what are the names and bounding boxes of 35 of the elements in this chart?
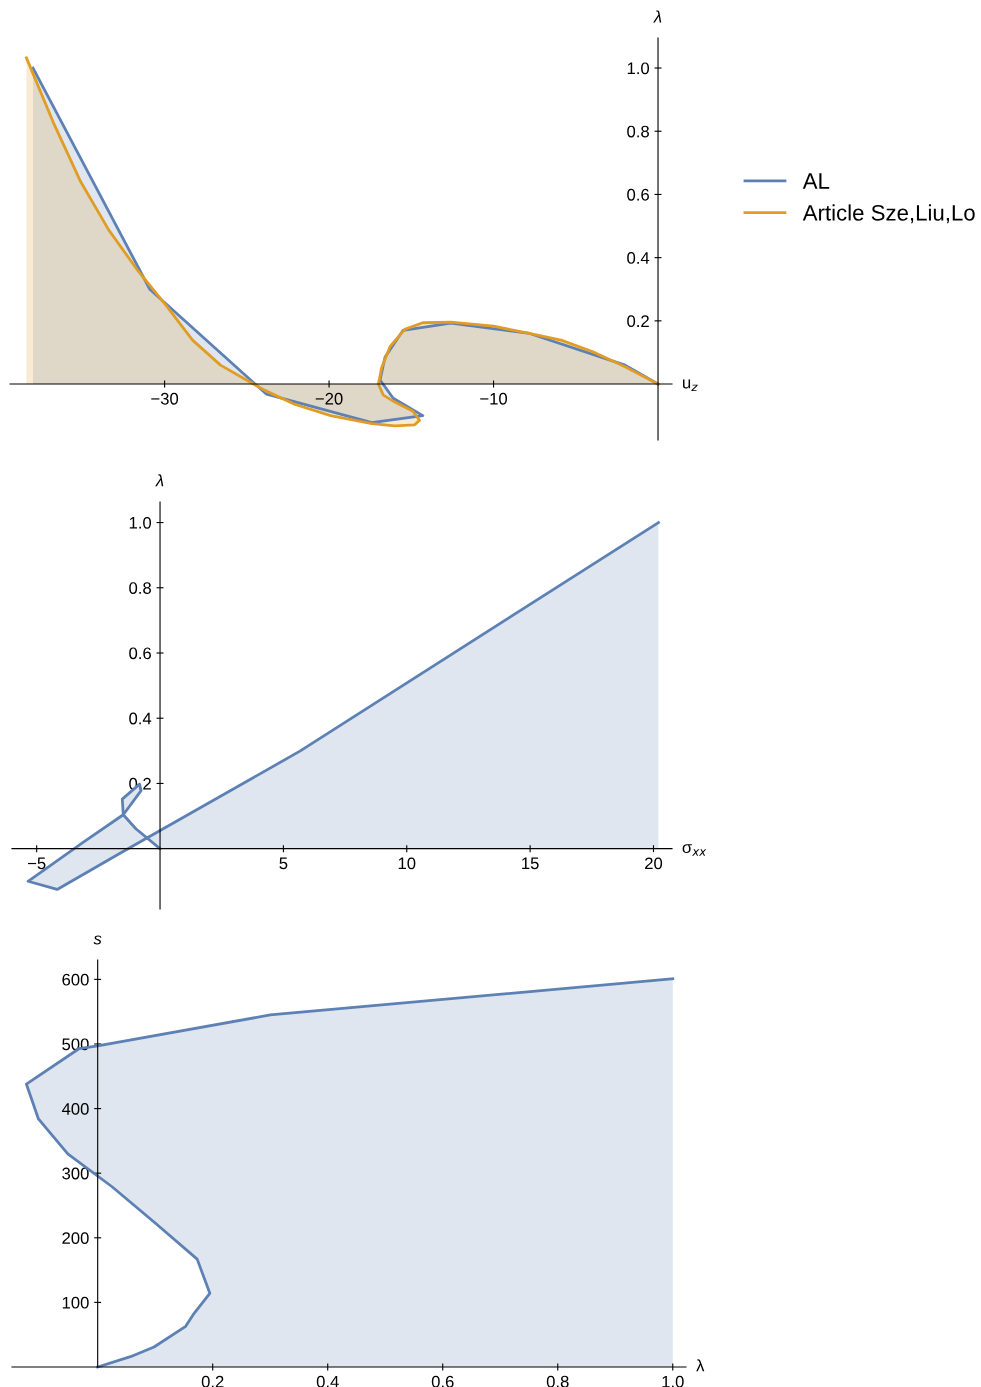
x-tick-label: −30 bbox=[151, 392, 179, 405]
x-tick-label: 0.8 bbox=[546, 1375, 569, 1387]
x-tick-label: 15 bbox=[522, 857, 539, 870]
y-tick-label: 0.4 bbox=[627, 252, 650, 264]
y-tick-label: 100 bbox=[62, 1296, 89, 1309]
x-tick-label: 0.4 bbox=[316, 1375, 339, 1387]
y-axis-title: λ bbox=[155, 474, 164, 487]
y-tick-label: 300 bbox=[62, 1167, 89, 1180]
x-axis-title: λ bbox=[696, 1359, 705, 1372]
x-tick-label: 1.0 bbox=[662, 1375, 684, 1387]
legend-label: Article Sze,Liu,Lo bbox=[802, 204, 975, 224]
x-tick-label: 0.6 bbox=[431, 1375, 454, 1387]
x-tick-label: −10 bbox=[480, 392, 508, 405]
x-tick-label: 0.2 bbox=[201, 1375, 224, 1387]
x-tick-label: 20 bbox=[645, 857, 663, 870]
x-tick-label: −20 bbox=[315, 392, 343, 405]
y-tick-label: 0.6 bbox=[627, 188, 649, 201]
y-tick-label: 1.0 bbox=[129, 516, 152, 529]
y-tick-label: 0.2 bbox=[627, 315, 649, 328]
x-axis-title: u$_{z}$ bbox=[683, 379, 698, 392]
x-tick-label: −5 bbox=[27, 857, 46, 870]
x-axis-title: σ$_{xx}$ bbox=[682, 844, 707, 856]
y-axis-title: s bbox=[93, 935, 102, 945]
y-tick-label: 0.8 bbox=[129, 582, 151, 594]
x-tick-label: 5 bbox=[279, 857, 288, 870]
y-tick-label: 200 bbox=[62, 1232, 89, 1244]
y-tick-label: 600 bbox=[62, 973, 89, 986]
x-tick-label: 10 bbox=[398, 857, 416, 870]
y-axis-title: λ bbox=[653, 10, 662, 23]
y-tick-label: 0.8 bbox=[627, 125, 649, 138]
y-tick-label: 0.4 bbox=[129, 712, 152, 725]
y-tick-label: 400 bbox=[61, 1102, 89, 1115]
y-tick-label: 1.0 bbox=[627, 62, 650, 75]
y-tick-label: 0.6 bbox=[129, 647, 151, 660]
legend-label: AL bbox=[802, 173, 830, 189]
